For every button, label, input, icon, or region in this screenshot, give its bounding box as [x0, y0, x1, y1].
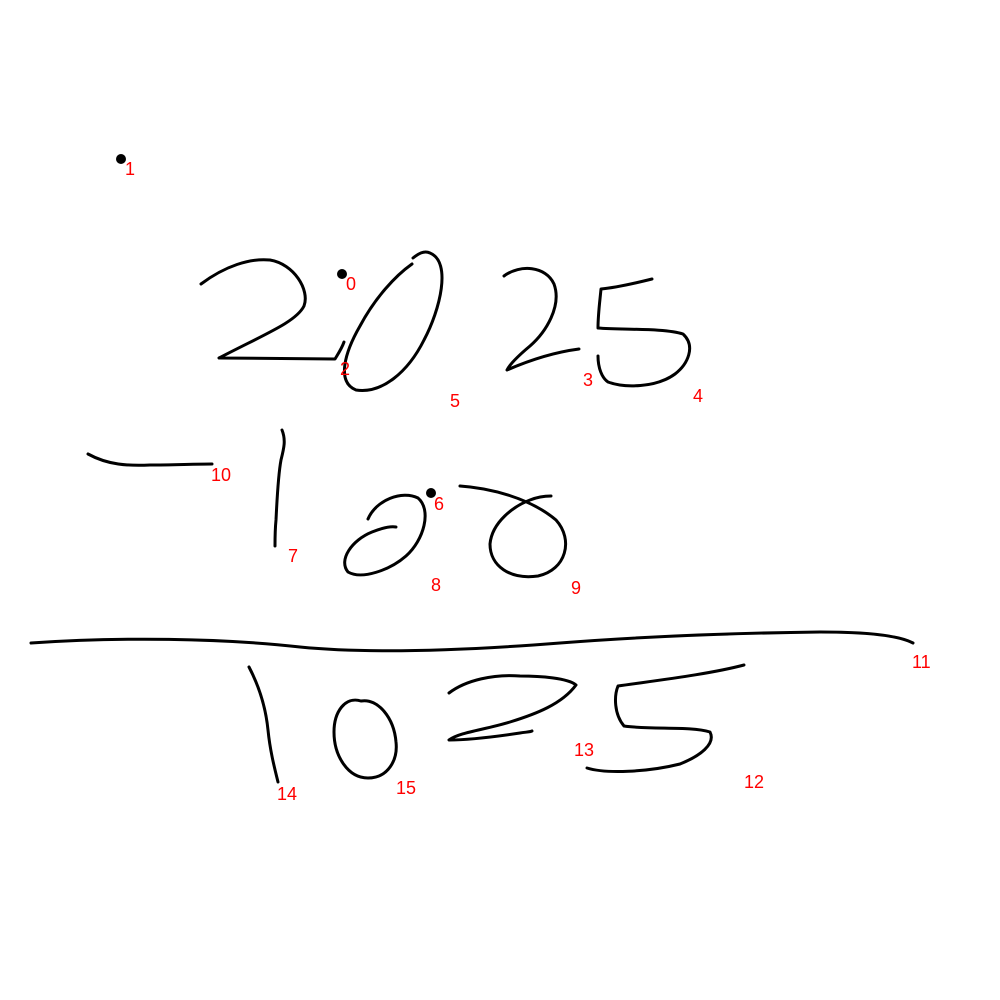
stroke-label-15: 15	[396, 778, 416, 798]
stroke-label-3: 3	[583, 370, 593, 390]
stroke-2-path	[199, 258, 346, 361]
stroke-label-9: 9	[571, 578, 581, 598]
stroke-label-11: 11	[912, 652, 931, 672]
stroke-0-dot	[337, 269, 347, 279]
stroke-11-path	[29, 630, 915, 653]
stroke-1-dot	[116, 154, 126, 164]
stroke-label-14: 14	[277, 784, 297, 804]
stroke-14-path	[247, 665, 280, 784]
stroke-8-path	[343, 493, 427, 577]
stroke-4-path	[596, 277, 692, 388]
stroke-label-10: 10	[211, 465, 231, 485]
stroke-label-12: 12	[744, 772, 764, 792]
stroke-15-path	[332, 698, 398, 780]
stroke-label-8: 8	[431, 575, 441, 595]
stroke-6-dot	[426, 488, 436, 498]
stroke-label-4: 4	[693, 386, 703, 406]
stroke-12-path	[585, 663, 746, 773]
stroke-label-7: 7	[288, 546, 298, 566]
stroke-label-0: 0	[346, 274, 356, 294]
stroke-3-path	[502, 266, 581, 372]
stroke-7-path	[273, 428, 286, 548]
stroke-label-6: 6	[434, 494, 444, 514]
stroke-5-path	[342, 250, 444, 392]
stroke-label-13: 13	[574, 740, 594, 760]
stroke-label-1: 1	[125, 159, 135, 179]
stroke-label-2: 2	[340, 359, 350, 379]
stroke-13-path	[447, 674, 578, 742]
stroke-10-path	[86, 452, 214, 467]
stroke-9-path	[458, 484, 568, 579]
stroke-label-5: 5	[450, 391, 460, 411]
